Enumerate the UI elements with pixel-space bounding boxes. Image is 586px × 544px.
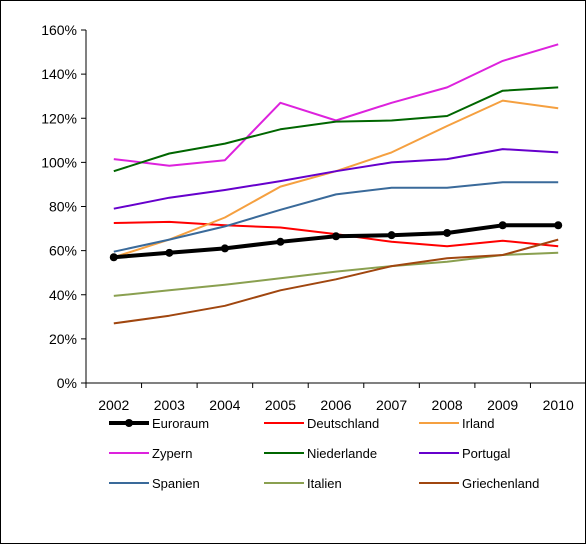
data-point-euroraum — [109, 253, 118, 262]
legend-label-irland: Irland — [462, 416, 495, 431]
series-line-italien — [113, 251, 559, 297]
x-tick-label: 2002 — [98, 397, 129, 413]
y-tick-label: 100% — [41, 154, 77, 170]
y-tick-label: 80% — [49, 199, 77, 215]
y-tick-label: 140% — [41, 66, 77, 82]
legend-marker-euroraum — [125, 419, 133, 427]
axes: 0% 20% 40% 60% 80% 100% 120% 140% 160% 2002 2003 20… — [41, 22, 585, 413]
y-tick-label: 160% — [41, 22, 77, 38]
data-point-euroraum — [498, 221, 507, 230]
series-line-zypern — [113, 43, 559, 167]
series-line-griechenland — [113, 238, 559, 325]
x-tick-label: 2005 — [265, 397, 296, 413]
data-point-euroraum — [443, 228, 452, 237]
legend-label-griechenland: Griechenland — [462, 476, 539, 491]
y-tick-label: 60% — [49, 243, 77, 259]
y-tick-label: 120% — [41, 110, 77, 126]
data-point-euroraum — [165, 248, 174, 257]
series-line-spanien — [113, 181, 559, 253]
data-point-euroraum — [276, 237, 285, 246]
legend: Euroraum Deutschland Irland Zypern Niederlan… — [109, 416, 539, 491]
y-tick-label: 40% — [49, 287, 77, 303]
legend-label-italien: Italien — [307, 476, 342, 491]
x-tick-label: 2008 — [432, 397, 463, 413]
x-tick-label: 2007 — [376, 397, 407, 413]
y-tick-label: 0% — [57, 375, 77, 391]
data-point-euroraum — [387, 231, 396, 240]
legend-label-euroraum: Euroraum — [152, 416, 209, 431]
x-tick-label: 2004 — [209, 397, 240, 413]
y-tick-label: 20% — [49, 331, 77, 347]
legend-label-zypern: Zypern — [152, 446, 192, 461]
data-point-euroraum — [554, 221, 563, 230]
legend-label-deutschland: Deutschland — [307, 416, 379, 431]
data-point-euroraum — [332, 232, 340, 241]
legend-label-niederlande: Niederlande — [307, 446, 377, 461]
series-lines — [109, 43, 563, 325]
data-point-euroraum — [220, 244, 229, 253]
series-line-portugal — [113, 148, 559, 210]
x-tick-label: 2003 — [154, 397, 185, 413]
x-tick-label: 2006 — [320, 397, 351, 413]
x-tick-label: 2010 — [543, 397, 574, 413]
legend-label-portugal: Portugal — [462, 446, 511, 461]
x-tick-label: 2009 — [487, 397, 518, 413]
legend-label-spanien: Spanien — [152, 476, 200, 491]
series-line-niederlande — [113, 86, 559, 173]
